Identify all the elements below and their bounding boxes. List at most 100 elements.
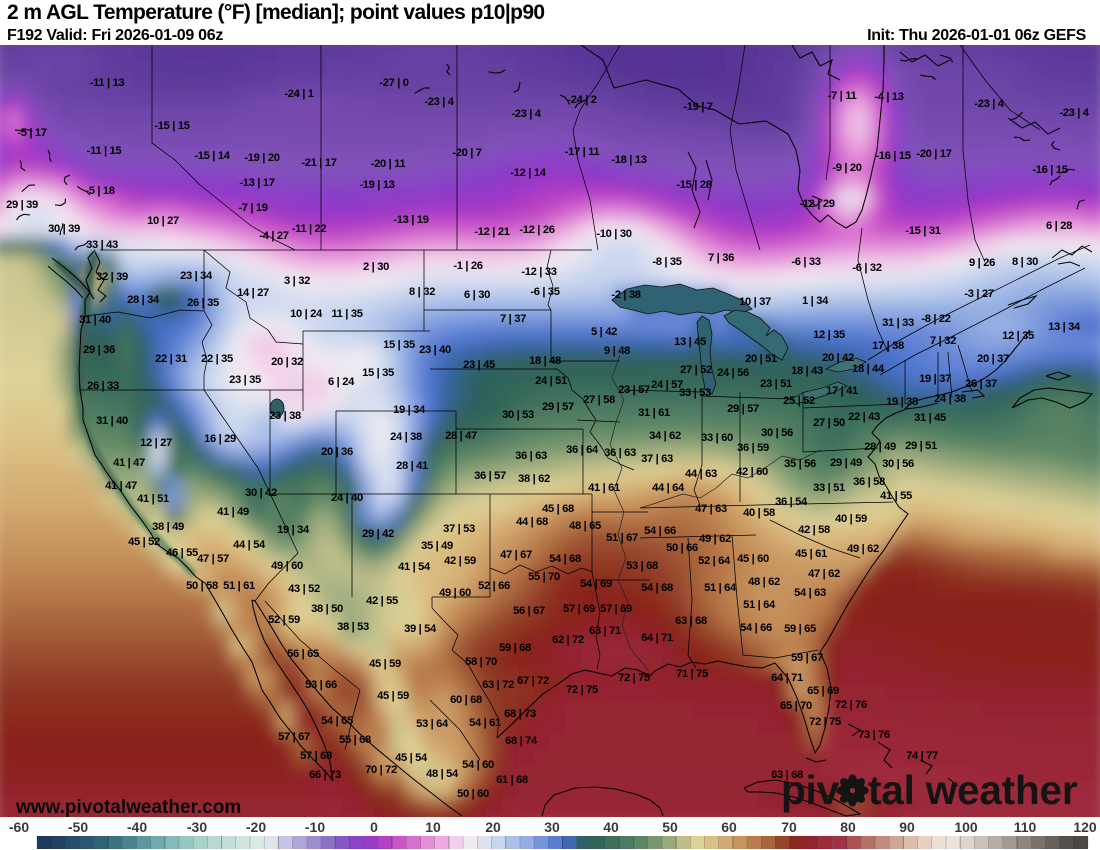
svg-text:23 | 57: 23 | 57: [618, 384, 650, 396]
svg-text:37 | 63: 37 | 63: [641, 453, 673, 465]
svg-text:33 | 60: 33 | 60: [701, 432, 733, 444]
svg-text:61 | 68: 61 | 68: [496, 774, 528, 786]
svg-text:10 | 37: 10 | 37: [739, 296, 771, 308]
svg-text:-23 | 4: -23 | 4: [974, 98, 1004, 110]
svg-text:44 | 64: 44 | 64: [652, 482, 685, 494]
svg-text:36 | 59: 36 | 59: [737, 442, 769, 454]
svg-text:3 | 32: 3 | 32: [284, 275, 310, 287]
svg-text:46 | 55: 46 | 55: [166, 547, 198, 559]
svg-text:-60: -60: [9, 819, 29, 835]
svg-text:53 | 64: 53 | 64: [416, 718, 449, 730]
svg-text:70 | 72: 70 | 72: [365, 764, 397, 776]
svg-text:33 | 51: 33 | 51: [813, 482, 845, 494]
svg-text:54 | 68: 54 | 68: [641, 582, 673, 594]
svg-text:40 | 59: 40 | 59: [835, 513, 867, 525]
svg-text:33 | 43: 33 | 43: [86, 239, 118, 251]
svg-text:-8 | 35: -8 | 35: [652, 256, 681, 268]
svg-text:8 | 32: 8 | 32: [409, 286, 435, 298]
svg-text:29 | 51: 29 | 51: [905, 440, 937, 452]
svg-text:70: 70: [781, 819, 797, 835]
svg-text:72 | 75: 72 | 75: [809, 716, 841, 728]
svg-text:14 | 27: 14 | 27: [237, 287, 269, 299]
svg-text:44 | 63: 44 | 63: [685, 468, 717, 480]
svg-text:54 | 68: 54 | 68: [549, 553, 581, 565]
svg-text:-4 | 13: -4 | 13: [874, 91, 903, 103]
svg-text:37 | 53: 37 | 53: [443, 523, 475, 535]
svg-text:22 | 43: 22 | 43: [848, 411, 880, 423]
svg-text:-13 | 19: -13 | 19: [393, 214, 428, 226]
svg-text:39 | 54: 39 | 54: [404, 623, 437, 635]
svg-text:6 | 28: 6 | 28: [1046, 220, 1072, 232]
svg-text:59 | 67: 59 | 67: [791, 652, 823, 664]
svg-text:29 | 36: 29 | 36: [83, 344, 115, 356]
svg-text:24 | 57: 24 | 57: [651, 379, 683, 391]
svg-text:72 | 75: 72 | 75: [566, 684, 598, 696]
svg-text:66 | 73: 66 | 73: [309, 769, 341, 781]
svg-text:-10 | 30: -10 | 30: [596, 228, 631, 240]
svg-text:-12 | 21: -12 | 21: [474, 226, 509, 238]
svg-text:34 | 62: 34 | 62: [649, 430, 681, 442]
svg-text:30 | 53: 30 | 53: [502, 409, 534, 421]
svg-text:27 | 50: 27 | 50: [813, 417, 845, 429]
svg-text:60 | 68: 60 | 68: [450, 694, 482, 706]
svg-text:51 | 64: 51 | 64: [704, 582, 737, 594]
svg-text:-16 | 15: -16 | 15: [1032, 164, 1067, 176]
svg-text:38 | 62: 38 | 62: [518, 473, 550, 485]
svg-text:50 | 60: 50 | 60: [457, 788, 489, 800]
svg-text:51 | 64: 51 | 64: [743, 599, 776, 611]
svg-text:38 | 53: 38 | 53: [337, 621, 369, 633]
svg-text:24 | 51: 24 | 51: [535, 375, 567, 387]
svg-text:20 | 32: 20 | 32: [271, 356, 303, 368]
svg-text:-8 | 22: -8 | 22: [921, 313, 950, 325]
svg-text:31 | 61: 31 | 61: [638, 407, 670, 419]
svg-text:tal weather: tal weather: [868, 767, 1078, 813]
svg-text:22 | 31: 22 | 31: [155, 353, 187, 365]
svg-text:-20 | 17: -20 | 17: [916, 148, 951, 160]
svg-text:36 | 57: 36 | 57: [474, 470, 506, 482]
svg-text:-13 | 17: -13 | 17: [239, 177, 274, 189]
svg-text:9 | 48: 9 | 48: [604, 345, 630, 357]
svg-text:-12 | 14: -12 | 14: [510, 167, 546, 179]
svg-text:15 | 35: 15 | 35: [383, 339, 415, 351]
svg-text:23 | 34: 23 | 34: [180, 270, 213, 282]
svg-text:55 | 68: 55 | 68: [339, 734, 371, 746]
svg-text:54 | 69: 54 | 69: [580, 578, 612, 590]
svg-text:-2 | 38: -2 | 38: [611, 289, 640, 301]
svg-text:15 | 35: 15 | 35: [362, 367, 394, 379]
svg-text:-20 | 11: -20 | 11: [371, 158, 406, 170]
svg-text:-12 | 26: -12 | 26: [519, 224, 554, 236]
svg-text:42 | 60: 42 | 60: [736, 466, 768, 478]
svg-text:19 | 37: 19 | 37: [919, 373, 951, 385]
svg-text:52 | 64: 52 | 64: [698, 555, 731, 567]
svg-text:31 | 33: 31 | 33: [882, 317, 914, 329]
svg-text:63 | 71: 63 | 71: [589, 625, 621, 637]
svg-text:51 | 61: 51 | 61: [223, 580, 255, 592]
svg-text:68 | 73: 68 | 73: [504, 708, 536, 720]
svg-text:41 | 54: 41 | 54: [398, 561, 431, 573]
svg-text:-23 | 4: -23 | 4: [424, 96, 454, 108]
svg-text:41 | 61: 41 | 61: [588, 482, 620, 494]
svg-text:27 | 52: 27 | 52: [680, 364, 712, 376]
svg-text:51 | 67: 51 | 67: [606, 532, 638, 544]
svg-text:-40: -40: [127, 819, 147, 835]
svg-text:19 | 34: 19 | 34: [393, 404, 426, 416]
svg-text:-7 | 11: -7 | 11: [828, 90, 857, 102]
svg-text:18 | 44: 18 | 44: [852, 363, 885, 375]
svg-text:-17 | 11: -17 | 11: [565, 146, 600, 158]
svg-text:10: 10: [425, 819, 441, 835]
svg-text:-24 | 2: -24 | 2: [567, 94, 596, 106]
svg-text:49 | 60: 49 | 60: [439, 587, 471, 599]
svg-text:10 | 24: 10 | 24: [290, 308, 323, 320]
svg-text:-27 | 0: -27 | 0: [379, 77, 408, 89]
svg-text:50 | 66: 50 | 66: [666, 542, 698, 554]
svg-text:30 | 39: 30 | 39: [48, 223, 80, 235]
svg-text:54 | 66: 54 | 66: [740, 622, 772, 634]
svg-text:-6 | 33: -6 | 33: [791, 256, 820, 268]
svg-text:48 | 65: 48 | 65: [569, 520, 601, 532]
svg-text:32 | 39: 32 | 39: [96, 271, 128, 283]
svg-text:44 | 54: 44 | 54: [233, 539, 266, 551]
svg-text:6 | 24: 6 | 24: [328, 376, 355, 388]
svg-text:100: 100: [954, 819, 978, 835]
svg-text:12 | 35: 12 | 35: [813, 329, 845, 341]
svg-text:80: 80: [840, 819, 856, 835]
